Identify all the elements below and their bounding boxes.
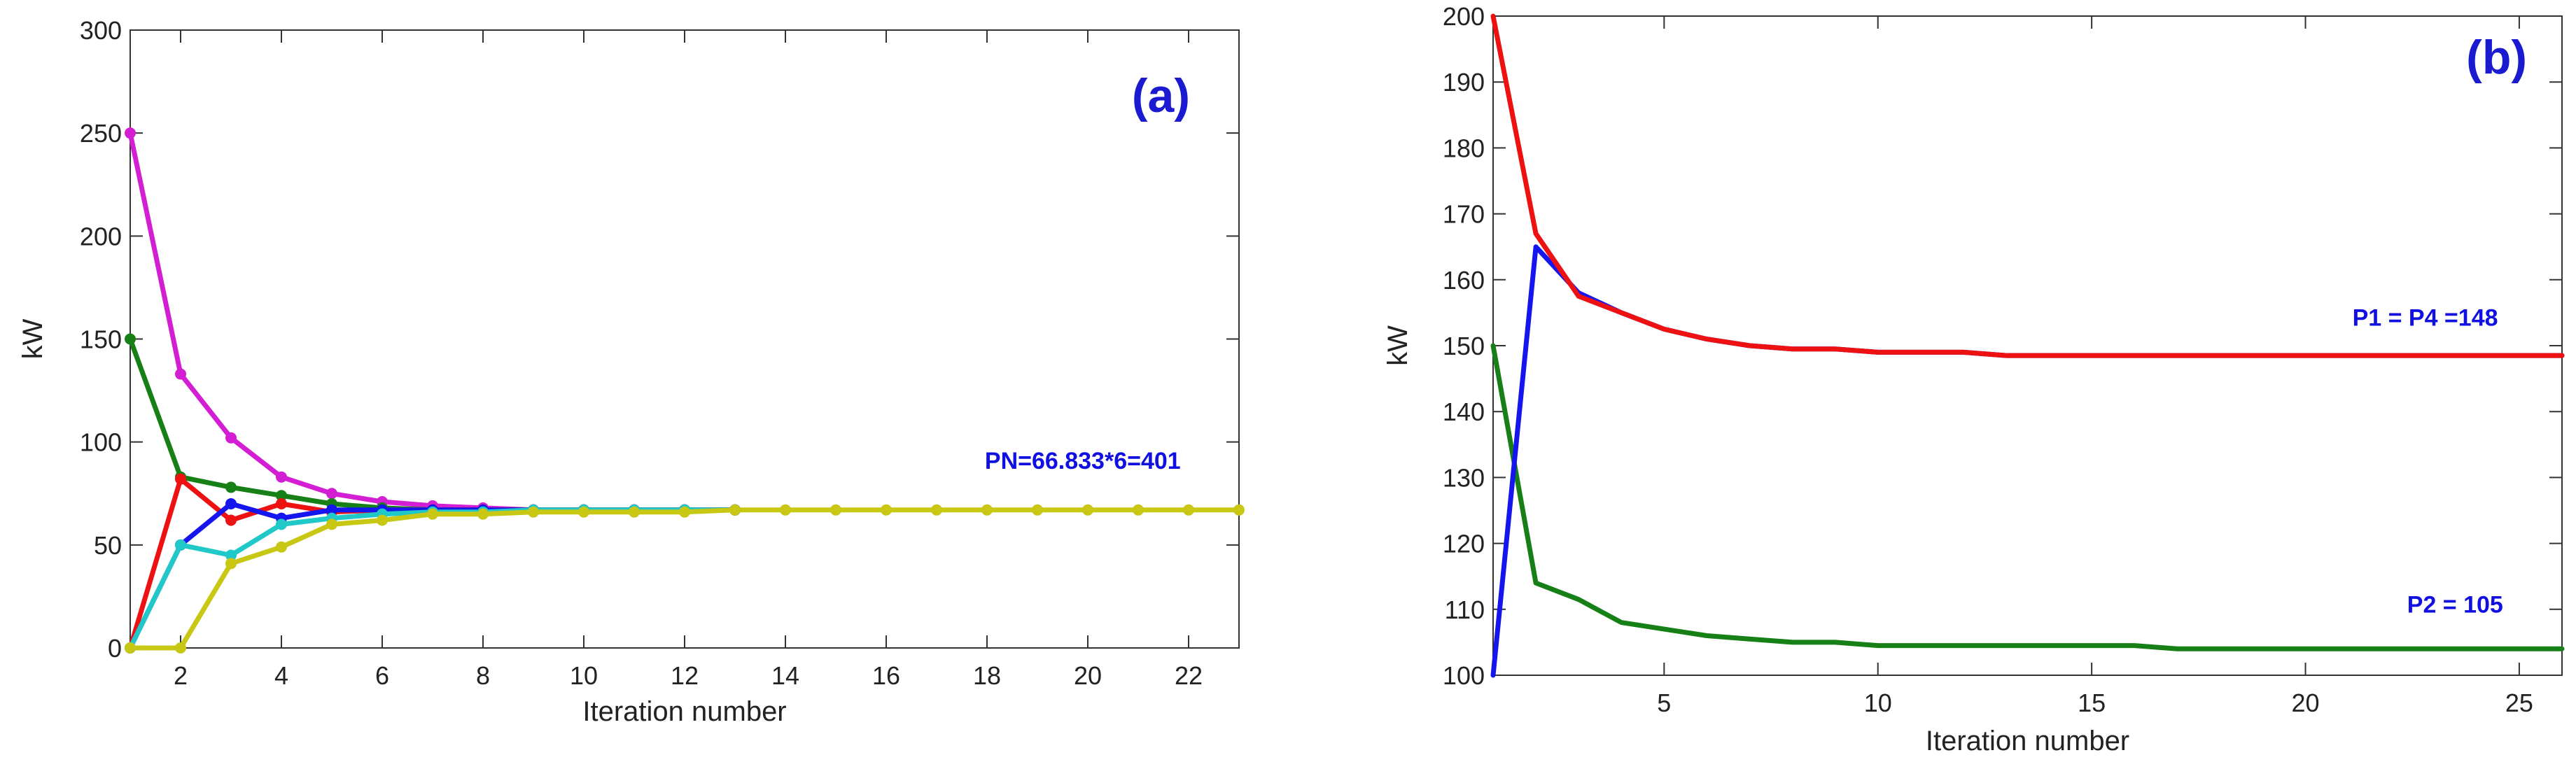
chart-panel-b: 5 10 15 20 25 100 110 120 130 140 150 160 170 180 190 2… — [1382, 2, 2565, 756]
annotation-label: P1 = P4 =148 — [2353, 305, 2498, 332]
y-tick-label: 140 — [1443, 397, 1485, 426]
plot-area — [130, 29, 1240, 649]
y-tick-label: 50 — [94, 531, 122, 560]
data-point-magenta — [276, 471, 287, 483]
data-point-yellow — [1082, 504, 1093, 516]
y-tick-label: 100 — [80, 428, 122, 457]
data-point-yellow — [1133, 504, 1144, 516]
data-point-green — [125, 333, 136, 345]
x-tick-label: 10 — [1864, 689, 1892, 717]
data-point-yellow — [931, 504, 942, 516]
data-point-yellow — [729, 504, 741, 516]
x-tick-label: 25 — [2505, 689, 2533, 717]
data-point-yellow — [679, 506, 690, 518]
data-point-green — [225, 481, 237, 493]
x-tick-label: 5 — [1657, 689, 1671, 717]
plot-area — [1492, 15, 2563, 676]
y-axis-label: kW — [18, 318, 48, 359]
data-point-blue — [326, 504, 337, 516]
data-point-yellow — [326, 518, 337, 530]
y-tick-label: 200 — [1443, 2, 1485, 31]
series-line-P2 — [1490, 343, 2565, 651]
data-point-cyan — [276, 518, 287, 530]
annotation-label: P2 = 105 — [2407, 592, 2503, 619]
data-point-yellow — [1032, 504, 1043, 516]
data-point-yellow — [377, 514, 388, 526]
y-axis-label: kW — [1382, 325, 1413, 366]
data-point-yellow — [427, 508, 438, 520]
data-point-cyan — [225, 549, 237, 561]
y-tick-label: 250 — [80, 119, 122, 148]
y-tick-label: 130 — [1443, 463, 1485, 492]
y-tick-label: 150 — [80, 325, 122, 354]
panel-label: (b) — [2466, 31, 2527, 84]
data-point-magenta — [125, 127, 136, 139]
data-point-yellow — [1233, 504, 1245, 516]
x-tick-label: 20 — [1074, 661, 1102, 690]
x-tick-label: 2 — [174, 661, 188, 690]
data-point-yellow — [578, 506, 589, 518]
chart-panel-a: 2 4 6 8 10 12 14 16 18 20 22 0 50 100 150 200 250 300 Iter… — [18, 16, 1245, 727]
y-tick-label: 120 — [1443, 530, 1485, 558]
x-tick-label: 8 — [476, 661, 490, 690]
data-point-magenta — [326, 488, 337, 500]
x-tick-label: 22 — [1175, 661, 1203, 690]
x-tick-label: 14 — [771, 661, 799, 690]
data-point-magenta — [225, 432, 237, 444]
x-axis-label: Iteration number — [1926, 726, 2129, 756]
y-tick-label: 100 — [1443, 661, 1485, 690]
data-point-red — [276, 498, 287, 509]
x-axis-label: Iteration number — [582, 696, 786, 727]
y-tick-label: 180 — [1443, 134, 1485, 162]
x-tick-label: 12 — [671, 661, 699, 690]
series-line-P4 — [1490, 13, 2565, 358]
x-tick-label: 16 — [872, 661, 900, 690]
y-tick-label: 0 — [108, 634, 122, 663]
data-point-yellow — [125, 642, 136, 654]
data-point-yellow — [629, 506, 640, 518]
data-point-cyan — [175, 539, 186, 551]
data-point-yellow — [276, 541, 287, 553]
data-point-red — [175, 473, 186, 485]
panel-label: (a) — [1132, 69, 1190, 122]
data-point-yellow — [1183, 504, 1194, 516]
x-tick-label: 10 — [570, 661, 598, 690]
data-point-yellow — [528, 506, 539, 518]
annotation-label: PN=66.833*6=401 — [985, 448, 1181, 474]
data-point-yellow — [830, 504, 841, 516]
data-point-yellow — [981, 504, 993, 516]
x-tick-label: 15 — [2078, 689, 2106, 717]
data-point-yellow — [477, 508, 489, 520]
data-point-yellow — [780, 504, 791, 516]
data-point-blue — [225, 498, 237, 509]
y-tick-label: 190 — [1443, 68, 1485, 97]
y-tick-label: 150 — [1443, 332, 1485, 360]
x-tick-label: 4 — [274, 661, 288, 690]
x-tick-label: 20 — [2291, 689, 2319, 717]
y-tick-label: 170 — [1443, 200, 1485, 229]
data-point-magenta — [175, 368, 186, 380]
y-tick-label: 110 — [1445, 595, 1485, 624]
y-tick-label: 160 — [1443, 266, 1485, 295]
y-tick-label: 200 — [80, 222, 122, 251]
data-point-yellow — [175, 642, 186, 654]
x-tick-label: 6 — [375, 661, 389, 690]
data-point-red — [225, 514, 237, 526]
x-tick-label: 18 — [973, 661, 1001, 690]
data-point-yellow — [881, 504, 892, 516]
y-tick-label: 300 — [80, 16, 122, 45]
data-point-green — [276, 490, 287, 502]
data-point-yellow — [225, 558, 237, 570]
